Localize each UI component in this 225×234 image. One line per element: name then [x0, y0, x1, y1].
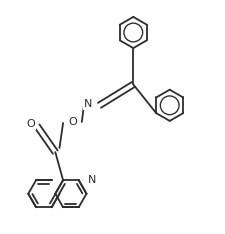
- Text: N: N: [84, 99, 92, 109]
- Text: O: O: [27, 118, 35, 128]
- Text: N: N: [88, 175, 97, 185]
- Text: O: O: [68, 117, 77, 128]
